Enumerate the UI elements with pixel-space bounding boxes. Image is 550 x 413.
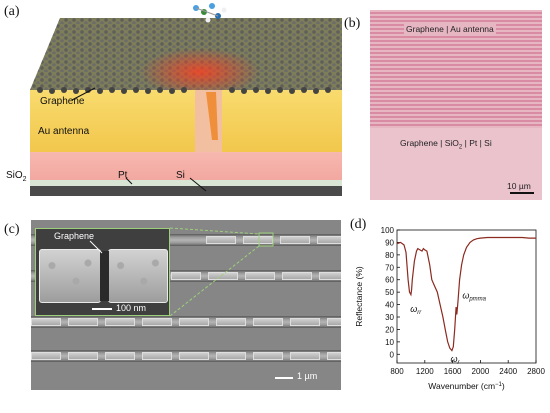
y-tick-label: 40 [385,301,394,310]
panel-b-optical-image: Graphene | Au antenna Graphene | SiO2 | … [370,10,542,200]
panel-c-sem-image: Graphene 100 nm 1 µm [31,220,341,390]
si-label: Si [176,170,185,181]
inset-scalebar [92,308,112,310]
y-tick-label: 50 [385,288,394,297]
y-tick-label: 20 [385,325,394,334]
y-axis-label: Reflectance (%) [354,266,364,327]
y-tick-label: 70 [385,263,394,272]
panel-c-label: (c) [4,222,20,237]
peak-annotation: ωrr [410,304,422,316]
sio2-layer [30,152,342,180]
inset-antenna-right [108,249,168,303]
plot-area [396,229,537,364]
inset-gap [100,251,109,301]
panel-d-label: (d) [350,217,367,232]
peak-annotation: ωpmma [462,290,486,302]
substrate-region-label: Graphene | SiO2 | Pt | Si [400,138,492,151]
panel-a-label: (a) [4,4,20,19]
scalebar-label: 1 µm [297,371,318,381]
scalebar-label: 10 µm [507,181,531,191]
reflectance-series-line [396,236,536,352]
pt-layer [30,180,342,186]
y-tick-label: 60 [385,276,394,285]
sem-inset: Graphene 100 nm [35,228,170,316]
x-tick-label: 800 [390,367,404,376]
plasmon-hotspot [140,48,260,96]
x-axis-label: Wavenumber (cm−1) [428,381,505,391]
x-tick-label: 2800 [527,367,545,376]
scalebar [510,192,534,194]
sio2-label: SiO2 [6,170,27,183]
panel-a-device-schematic: (a) Graphene Au antenna SiO2 Pt Si [0,0,342,200]
scalebar [275,377,293,379]
x-tick-label: 2000 [472,367,490,376]
y-tick-label: 90 [385,238,394,247]
inset-antenna-left [39,249,101,303]
reflectance-chart: 800 1200 1600 2000 2400 2800 0 10 20 30 40 50 60 70 80… [354,226,545,391]
inset-zoom-lines [169,227,274,317]
y-tick-label: 30 [385,313,394,322]
pt-label: Pt [118,170,128,181]
bare-substrate-region [370,128,542,200]
au-antenna-label: Au antenna [38,126,90,137]
y-tick-label: 100 [381,226,395,235]
graphene-edge-atoms [37,87,331,94]
inset-scalebar-label: 100 nm [116,303,147,313]
au-antenna-right [222,90,342,152]
molecule-icon [193,3,227,23]
inset-graphene-label: Graphene [54,231,95,241]
x-tick-label: 2400 [499,367,517,376]
panel-b-label: (b) [344,16,361,31]
au-antenna-left [30,90,195,152]
si-substrate [30,186,342,196]
x-tick-label: 1200 [416,367,434,376]
peak-annotation: ωr [451,354,461,366]
antenna-region-label: Graphene | Au antenna [404,24,496,34]
y-tick-label: 10 [385,338,394,347]
y-tick-label: 80 [385,251,394,260]
y-tick-label: 0 [390,350,395,359]
graphene-label: Graphene [40,96,85,107]
panel-d-reflectance-chart: (d) 800 1200 1600 2000 2400 2800 0 10 20 30 40 50 60… [350,213,550,408]
device-schematic-illustration [30,3,342,196]
x-tick-label: 1600 [444,367,462,376]
